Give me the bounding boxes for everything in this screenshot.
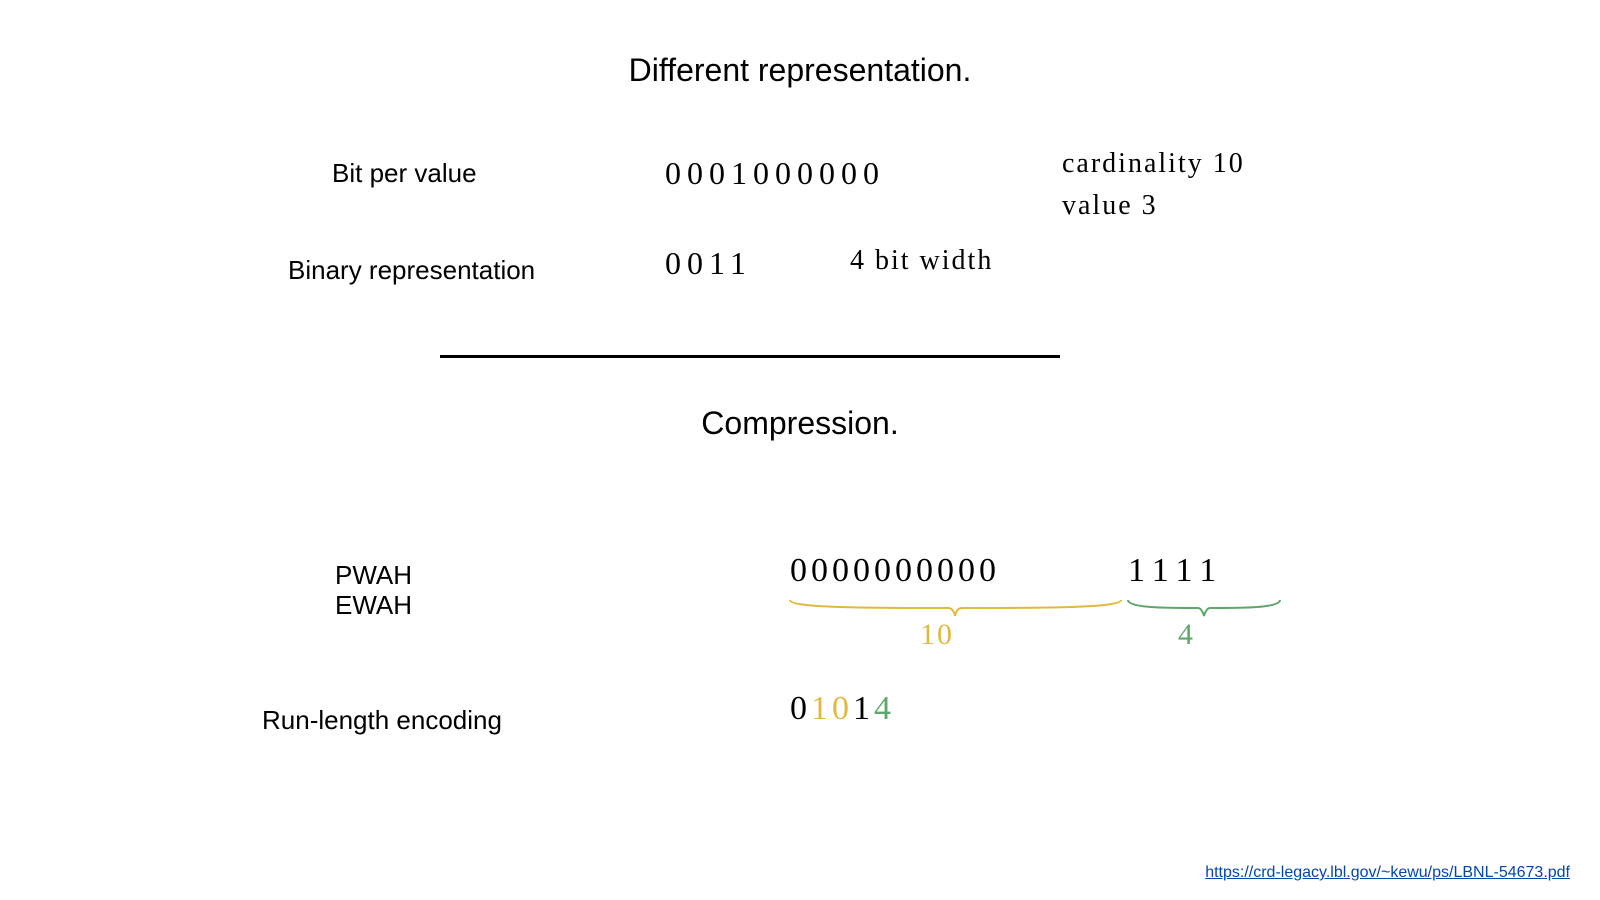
- bits-ones: 1111: [1128, 552, 1224, 590]
- rle-part: 4: [874, 690, 895, 727]
- label-ewah: EWAH: [335, 590, 412, 621]
- reference-link[interactable]: https://crd-legacy.lbl.gov/~kewu/ps/LBNL…: [1205, 864, 1570, 882]
- label-pwah: PWAH: [335, 560, 412, 591]
- label-binary-rep: Binary representation: [288, 255, 535, 286]
- label-rle: Run-length encoding: [262, 705, 502, 736]
- brace-zeros: [788, 598, 1123, 620]
- rle-part: 1: [853, 690, 874, 727]
- note-bit-width: 4 bit width: [850, 245, 993, 277]
- section2-title: Compression.: [701, 405, 898, 442]
- brace-zero-count: 10: [920, 618, 954, 652]
- bits-zeros: 0000000000: [790, 552, 1000, 590]
- rle-part: 0: [790, 690, 811, 727]
- rle-encoding: 01014: [790, 690, 895, 728]
- note-cardinality: cardinality 10: [1062, 148, 1245, 180]
- note-value: value 3: [1062, 190, 1158, 222]
- bits-binary-rep: 0011: [665, 245, 752, 282]
- brace-one-count: 4: [1178, 618, 1195, 652]
- label-bit-per-value: Bit per value: [332, 158, 477, 189]
- section-divider: [440, 355, 1060, 358]
- bits-bit-per-value: 0001000000: [665, 155, 885, 192]
- brace-ones: [1126, 598, 1282, 620]
- rle-part: 10: [811, 690, 853, 727]
- section1-title: Different representation.: [629, 52, 972, 89]
